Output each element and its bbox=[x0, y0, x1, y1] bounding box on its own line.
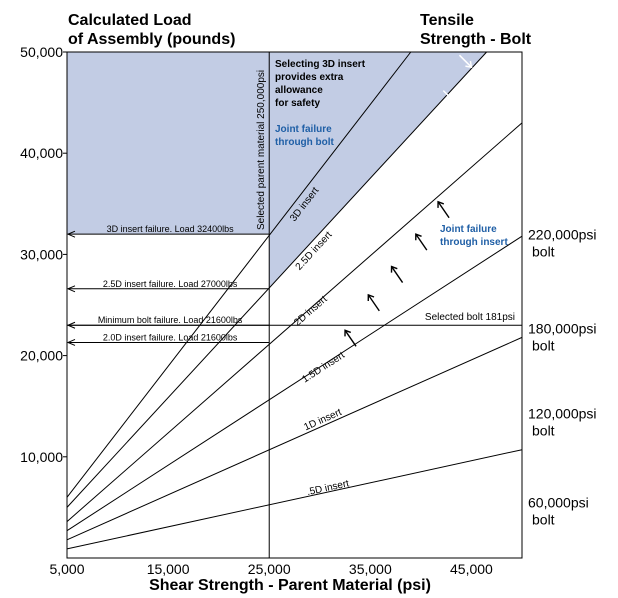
safety-note-line-4: for safety bbox=[275, 98, 320, 109]
bolt-title-line-1: Tensile bbox=[420, 12, 474, 29]
black-arrow-3 bbox=[368, 295, 379, 311]
bolt-label-line-2-1: bolt bbox=[532, 337, 555, 353]
bolt-label-line-1-1: 180,000psi bbox=[528, 320, 597, 336]
y-tick-label-4: 50,000 bbox=[20, 44, 63, 60]
bolt-label-line-1-3: 60,000psi bbox=[528, 494, 589, 510]
failure-load-label-3: 2.0D insert failure. Load 21600lbs bbox=[103, 332, 238, 342]
failure-load-label-2: Minimum bolt failure. Load 21600lbs bbox=[98, 315, 243, 325]
insert-line-label-3: 1.5D insert bbox=[300, 350, 347, 386]
white-arrow-3-shaft bbox=[408, 165, 420, 177]
x-tick-label-0: 5,000 bbox=[49, 561, 84, 577]
safety-note-line-1: Selecting 3D insert bbox=[275, 59, 366, 70]
y-tick-label-3: 40,000 bbox=[20, 145, 63, 161]
parent-material-label: Selected parent material 250,000psi bbox=[256, 70, 267, 230]
safety-note-line-3: allowance bbox=[275, 85, 323, 96]
y-tick-label-1: 20,000 bbox=[20, 348, 63, 364]
insert-line-5 bbox=[67, 450, 522, 549]
x-tick-label-4: 45,000 bbox=[450, 561, 493, 577]
y-tick-label-2: 30,000 bbox=[20, 246, 63, 262]
failure-load-label-1: 2.5D insert failure. Load 27000lbs bbox=[103, 279, 238, 289]
bolt-title-line-2: Strength - Bolt bbox=[420, 31, 532, 48]
joint-failure-insert-line-1: Joint failure bbox=[440, 224, 497, 235]
insert-line-label-2: 2D insert bbox=[292, 294, 330, 329]
safety-note-line-2: provides extra bbox=[275, 72, 344, 83]
selected-bolt-label: Selected bolt 181psi bbox=[425, 312, 515, 323]
insert-line-4 bbox=[67, 337, 522, 539]
failure-load-label-0: 3D insert failure. Load 32400lbs bbox=[107, 224, 235, 234]
black-arrow-4 bbox=[345, 330, 356, 346]
bolt-label-line-2-2: bolt bbox=[532, 422, 555, 438]
x-axis-title: Shear Strength - Parent Material (psi) bbox=[149, 577, 431, 594]
bolt-label-line-2-3: bolt bbox=[532, 511, 555, 527]
black-arrow-1 bbox=[416, 234, 427, 250]
joint-failure-bolt-line-2: through bolt bbox=[275, 137, 335, 148]
x-tick-label-1: 15,000 bbox=[147, 561, 190, 577]
y-axis-title-line-1: Calculated Load bbox=[68, 12, 192, 29]
x-tick-label-2: 25,000 bbox=[248, 561, 291, 577]
insert-line-label-5: .5D insert bbox=[306, 478, 350, 498]
black-arrow-0 bbox=[438, 202, 449, 218]
bolt-label-line-1-2: 120,000psi bbox=[528, 405, 597, 421]
y-axis-title-line-2: of Assembly (pounds) bbox=[68, 31, 235, 48]
joint-failure-bolt-line-1: Joint failure bbox=[275, 124, 332, 135]
bolt-label-line-1-0: 220,000psi bbox=[528, 226, 597, 242]
bolt-label-line-2-0: bolt bbox=[532, 243, 555, 259]
white-arrow-2-shaft bbox=[426, 127, 438, 139]
white-arrow-4-shaft bbox=[391, 204, 403, 216]
black-arrow-2 bbox=[392, 267, 403, 283]
white-arrow-3 bbox=[408, 165, 420, 177]
white-arrow-4 bbox=[391, 204, 403, 216]
y-tick-label-0: 10,000 bbox=[20, 449, 63, 465]
joint-failure-insert-line-2: through insert bbox=[440, 237, 508, 248]
white-arrow-2 bbox=[426, 127, 438, 139]
x-tick-label-3: 35,000 bbox=[349, 561, 392, 577]
